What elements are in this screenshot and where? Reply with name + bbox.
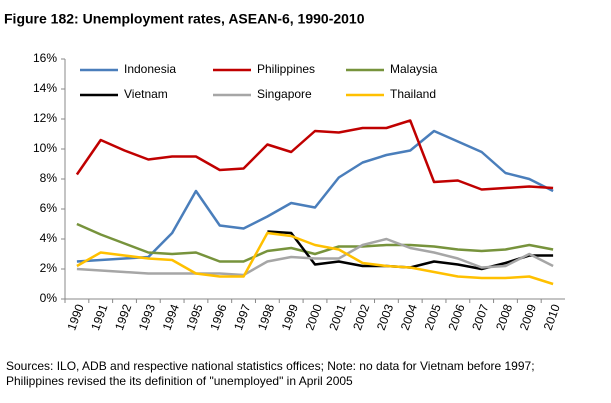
x-tick-label: 1997	[231, 302, 253, 332]
y-tick-label: 16%	[33, 51, 57, 65]
x-tick-label: 1990	[64, 302, 86, 332]
x-tick-label: 1992	[112, 302, 134, 332]
series-line	[76, 237, 554, 277]
y-tick-label: 8%	[40, 171, 58, 185]
x-tick-label: 2008	[493, 302, 515, 332]
y-tick-label: 0%	[40, 291, 58, 305]
legend-label: Singapore	[257, 87, 312, 101]
y-tick-label: 2%	[40, 261, 58, 275]
series-line	[76, 129, 554, 263]
legend-label: Indonesia	[124, 62, 176, 76]
x-tick-label: 1998	[255, 302, 277, 332]
y-tick-label: 10%	[33, 141, 57, 155]
x-tick-label: 1993	[136, 302, 158, 332]
x-tick-label: 1996	[207, 302, 229, 332]
x-tick-label: 2000	[303, 302, 325, 332]
x-tick-label: 2010	[541, 302, 563, 332]
legend-label: Philippines	[257, 62, 315, 76]
x-tick-label: 1999	[279, 302, 301, 332]
x-tick-label: 2006	[445, 302, 467, 332]
x-tick-label: 2005	[422, 302, 444, 332]
source-note: Philippines revised the its definition o…	[6, 374, 353, 388]
y-tick-label: 4%	[40, 231, 58, 245]
x-tick-label: 2003	[374, 302, 396, 332]
x-tick-label: 2002	[350, 302, 372, 332]
x-tick-label: 2001	[326, 302, 348, 332]
legend-label: Thailand	[390, 87, 436, 101]
x-tick-label: 2007	[469, 302, 491, 332]
x-tick-label: 1991	[88, 302, 110, 332]
series-line	[76, 222, 554, 263]
y-tick-label: 14%	[33, 81, 57, 95]
chart-title: Figure 182: Unemployment rates, ASEAN-6,…	[4, 11, 365, 27]
source-note: Sources: ILO, ADB and respective nationa…	[6, 359, 535, 373]
x-tick-label: 2009	[517, 302, 539, 332]
series-line	[76, 231, 554, 286]
y-tick-label: 12%	[33, 111, 57, 125]
x-tick-label: 2004	[398, 302, 420, 332]
x-tick-label: 1994	[160, 302, 182, 332]
series-line	[75, 119, 554, 191]
y-tick-label: 6%	[40, 201, 58, 215]
legend-label: Malaysia	[390, 62, 438, 76]
legend-label: Vietnam	[124, 87, 168, 101]
x-tick-label: 1995	[183, 302, 205, 332]
